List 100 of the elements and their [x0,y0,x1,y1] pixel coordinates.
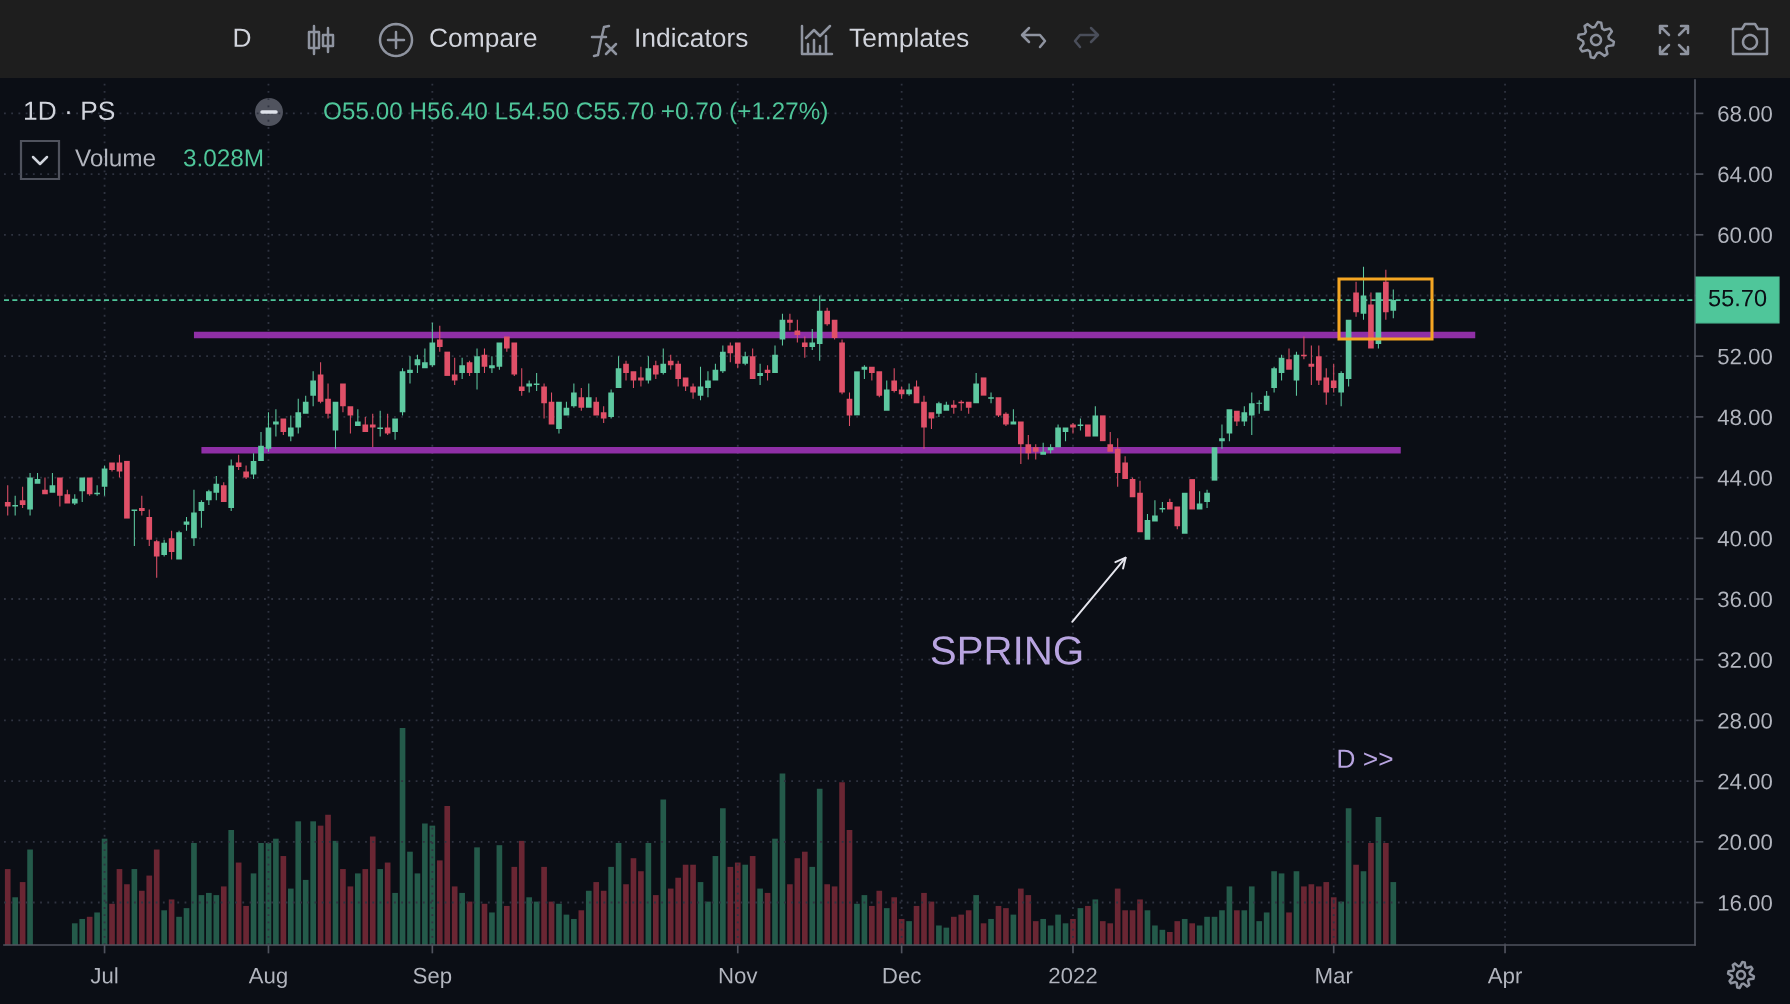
bar [4,869,11,945]
candlestick [168,530,175,560]
candlestick [988,392,994,404]
candlestick [317,362,324,404]
candlestick [757,363,763,386]
text: 1D · PS [25,101,115,121]
candlestick [1040,442,1047,455]
bar [801,851,808,945]
candlestick [49,473,56,493]
bar [571,918,577,945]
candlestick [608,389,614,419]
bar [474,847,480,945]
candlestick [571,383,577,408]
candlestick [325,383,331,419]
candlestick [310,371,316,407]
bar [220,886,227,945]
bar [12,897,18,945]
candlestick [854,371,860,416]
ref-line-label: 55.70 [1708,289,1767,307]
candlestick [973,372,979,404]
annotation: D >> [1338,749,1393,768]
candlestick [1099,415,1106,442]
bar [1368,843,1374,945]
bar [161,910,167,945]
candlestick [906,383,912,396]
candlestick [600,406,607,423]
candlestick [742,351,749,366]
candlestick [355,409,361,426]
candlestick [235,454,242,471]
candlestick [273,409,279,437]
bar [1338,901,1344,945]
y-tick-label: 16.00 [1718,895,1772,911]
candlestick [965,401,972,414]
candlestick [243,465,249,480]
x-tick-label: Apr [1487,968,1522,988]
bar [526,897,533,945]
candlestick [1204,489,1210,508]
candlestick [287,415,294,442]
candlestick [1010,409,1017,425]
text: Compare [430,28,537,53]
candlestick [1189,479,1195,510]
candlestick [42,477,48,495]
annotation: 3.028M [183,149,263,167]
candlestick [302,395,309,414]
candlestick [153,539,160,578]
candlestick [280,418,287,436]
candlestick [1181,492,1188,534]
candlestick [630,371,637,389]
bar [1383,843,1389,945]
x-tick-label: Nov [719,968,758,984]
candlestick [1085,424,1091,437]
bar [652,895,659,945]
candlestick [27,473,33,516]
bar [816,788,823,945]
annotation: SPRING [931,636,1082,665]
candlestick [809,328,816,351]
candlestick [824,307,830,326]
bar [1234,910,1240,945]
candlestick [459,357,465,379]
bar [27,849,33,945]
bar [839,782,845,945]
bar [369,836,376,945]
x-tick-label: Sep [413,967,452,988]
candlestick [71,494,78,505]
y-tick-label: 20.00 [1718,834,1772,851]
bar [660,799,667,945]
candlestick [779,313,786,346]
candlestick [1234,410,1240,426]
candlestick [1308,345,1315,386]
candlestick [1092,406,1099,437]
y-tick-label: 40.00 [1717,530,1772,547]
bar [94,912,100,945]
candlestick [727,342,734,363]
candlestick [362,416,369,433]
bar [973,895,979,945]
candlestick [131,509,138,546]
bar [228,829,235,945]
y-tick-label: 36.00 [1718,591,1772,608]
bar [883,908,890,945]
text: O55.00 H56.40 L54.50 C55.70 +0.70 (+1.27%) [324,101,827,125]
candlestick [526,380,533,393]
bar [854,903,860,945]
candlestick [764,365,771,381]
bar [422,823,428,945]
bar [593,882,600,945]
bar [1032,921,1039,945]
candlestick [652,360,659,379]
bar [921,892,927,945]
candlestick [451,357,458,386]
y-tick-label: 60.00 [1718,227,1772,244]
candlestick [489,356,495,373]
x-tick-label: Jul [90,967,118,984]
bar [824,884,830,945]
bar [936,925,942,945]
bar [355,873,361,945]
candlestick [1144,514,1151,540]
candlestick [1137,480,1143,533]
bar [906,921,912,945]
bar [1353,864,1359,945]
candlestick [1226,409,1233,442]
